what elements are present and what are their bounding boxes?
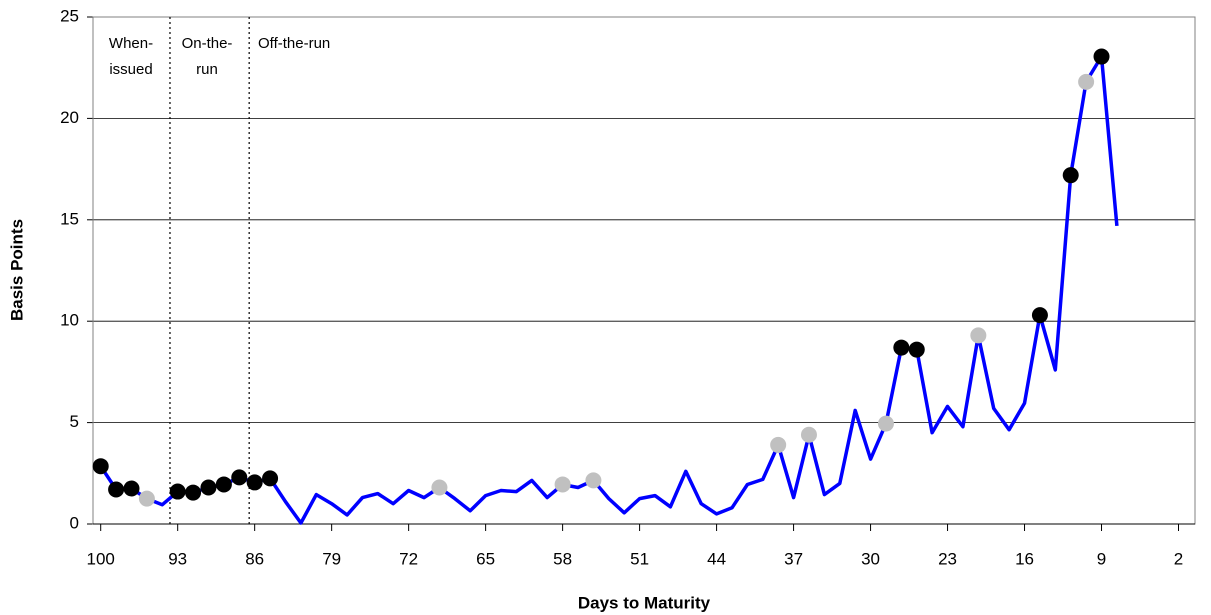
data-point (231, 469, 248, 486)
data-point (1031, 307, 1048, 324)
x-tick-label: 93 (168, 549, 187, 568)
data-point (800, 426, 817, 443)
data-point (877, 415, 894, 432)
data-line (99, 54, 1119, 525)
y-axis-title: Basis Points (7, 219, 26, 321)
data-point (123, 480, 140, 497)
y-tick-label: 20 (60, 108, 79, 127)
x-tick-label: 37 (784, 549, 803, 568)
data-point (169, 483, 186, 500)
plot-background (87, 16, 1196, 531)
annotation: run (196, 61, 218, 78)
y-tick-label: 0 (70, 513, 79, 532)
x-tick-label: 58 (553, 549, 572, 568)
x-tick-label: 65 (476, 549, 495, 568)
data-point (554, 476, 571, 493)
annotations: When- issued On-the- run Off-the-run (109, 35, 330, 78)
data-point (92, 458, 109, 475)
data-point (970, 327, 987, 344)
x-axis-title: Days to Maturity (578, 593, 711, 612)
x-tick-label: 16 (1015, 549, 1034, 568)
y-tick-label: 15 (60, 209, 79, 228)
data-point (431, 479, 448, 496)
data-point (138, 490, 155, 507)
x-tick-label: 72 (399, 549, 418, 568)
x-tick-label: 2 (1174, 549, 1183, 568)
plot-data (92, 48, 1119, 525)
data-point (770, 436, 787, 453)
data-point (200, 479, 217, 496)
data-point (1093, 48, 1110, 65)
annotation: issued (109, 61, 152, 78)
data-point (246, 474, 263, 491)
annotation: Off-the-run (258, 35, 330, 52)
x-tick-label: 23 (938, 549, 957, 568)
x-tick-label: 30 (861, 549, 880, 568)
y-tick-label: 5 (70, 412, 79, 431)
plot-frame (92, 16, 1196, 525)
data-point (262, 470, 279, 487)
data-point (893, 339, 910, 356)
annotation: On-the- (182, 35, 233, 52)
data-point (215, 476, 232, 493)
x-tick-label: 9 (1097, 549, 1106, 568)
data-point (185, 484, 202, 501)
y-tick-label: 10 (60, 311, 79, 330)
data-point (1078, 73, 1095, 90)
annotation: When- (109, 35, 153, 52)
data-point (585, 472, 602, 489)
data-point (1062, 167, 1079, 184)
data-point (908, 341, 925, 358)
y-tick-label: 25 (60, 6, 79, 25)
x-tick-label: 44 (707, 549, 726, 568)
x-tick-label: 79 (322, 549, 341, 568)
x-tick-label: 100 (87, 549, 115, 568)
x-tick-label: 51 (630, 549, 649, 568)
x-tick-label: 86 (245, 549, 264, 568)
data-point (108, 481, 125, 498)
